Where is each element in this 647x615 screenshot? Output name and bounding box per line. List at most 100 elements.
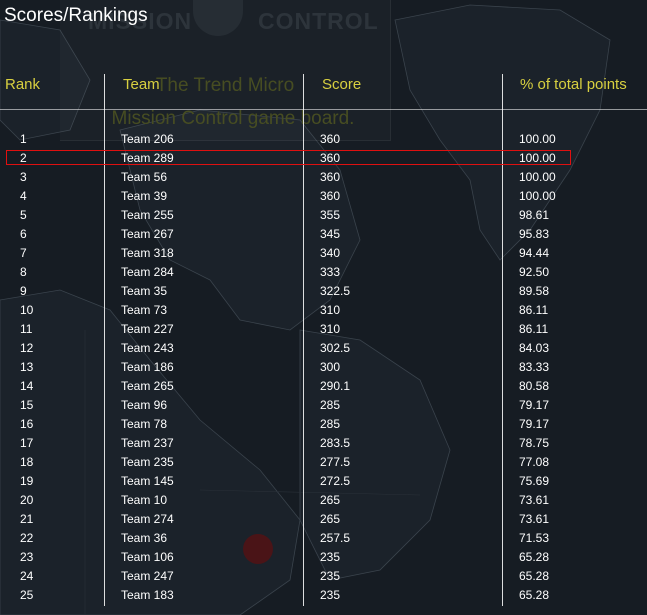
percent-cell: 94.44: [519, 246, 550, 260]
brand-tagline-1: The Trend Micro: [155, 75, 295, 96]
score-cell: 302.5: [320, 341, 351, 355]
score-cell: 285: [320, 417, 341, 431]
percent-cell: 100.00: [519, 189, 556, 203]
header-score: Score: [322, 76, 362, 93]
rank-cell: 11: [20, 322, 33, 336]
column-divider: [303, 74, 304, 606]
team-cell: Team 243: [121, 341, 174, 355]
table-row: 5 Team 255 355 98.61: [0, 206, 647, 225]
team-cell: Team 235: [121, 455, 174, 469]
brand-tagline-2: Mission Control game board.: [111, 108, 355, 129]
score-cell: 355: [320, 208, 341, 222]
table-row: 20 Team 10 265 73.61: [0, 491, 647, 510]
percent-cell: 65.28: [519, 550, 550, 564]
table-row: 9 Team 35 322.5 89.58: [0, 282, 647, 301]
rank-cell: 25: [20, 588, 34, 602]
team-cell: Team 237: [121, 436, 174, 450]
header-divider: [0, 109, 647, 110]
rank-cell: 21: [20, 512, 34, 526]
percent-cell: 86.11: [519, 322, 549, 336]
brand-logo-left: MISSION: [88, 8, 193, 34]
score-cell: 310: [320, 303, 341, 317]
table-row: 12 Team 243 302.5 84.03: [0, 339, 647, 358]
percent-cell: 83.33: [519, 360, 550, 374]
column-divider: [502, 74, 503, 606]
table-row: 15 Team 96 285 79.17: [0, 396, 647, 415]
rank-cell: 10: [20, 303, 34, 317]
page-title: Scores/Rankings: [4, 5, 148, 26]
team-cell: Team 73: [121, 303, 168, 317]
rank-cell: 20: [20, 493, 34, 507]
table-row: 18 Team 235 277.5 77.08: [0, 453, 647, 472]
rank-cell: 18: [20, 455, 34, 469]
percent-cell: 79.17: [519, 417, 550, 431]
highlighted-row-outline: [6, 150, 571, 165]
rank-cell: 6: [20, 227, 27, 241]
score-cell: 360: [320, 170, 341, 184]
score-cell: 340: [320, 246, 341, 260]
table-row: 6 Team 267 345 95.83: [0, 225, 647, 244]
team-cell: Team 183: [121, 588, 174, 602]
percent-cell: 95.83: [519, 227, 550, 241]
team-cell: Team 10: [121, 493, 168, 507]
percent-cell: 73.61: [519, 493, 550, 507]
table-row: 24 Team 247 235 65.28: [0, 567, 647, 586]
header-rank: Rank: [5, 76, 41, 93]
rank-cell: 12: [20, 341, 34, 355]
score-cell: 360: [320, 132, 341, 146]
header-percent: % of total points: [520, 76, 627, 93]
table-row: 22 Team 36 257.5 71.53: [0, 529, 647, 548]
team-cell: Team 35: [121, 284, 168, 298]
rank-cell: 9: [20, 284, 27, 298]
team-cell: Team 39: [121, 189, 168, 203]
score-cell: 300: [320, 360, 341, 374]
score-cell: 360: [320, 189, 341, 203]
column-divider: [104, 74, 105, 606]
rank-cell: 1: [20, 132, 27, 146]
percent-cell: 92.50: [519, 265, 550, 279]
rank-cell: 22: [20, 531, 34, 545]
team-cell: Team 289: [121, 151, 174, 165]
team-cell: Team 106: [121, 550, 174, 564]
rank-cell: 8: [20, 265, 27, 279]
score-cell: 285: [320, 398, 341, 412]
percent-cell: 86.11: [519, 303, 549, 317]
team-cell: Team 247: [121, 569, 174, 583]
score-cell: 345: [320, 227, 341, 241]
brand-logo-right: CONTROL: [258, 8, 379, 34]
team-cell: Team 265: [121, 379, 174, 393]
score-cell: 290.1: [320, 379, 351, 393]
map-marker-dot: [243, 534, 273, 564]
rank-cell: 17: [20, 436, 34, 450]
percent-cell: 73.61: [519, 512, 550, 526]
table-row: 1 Team 206 360 100.00: [0, 130, 647, 149]
team-cell: Team 206: [121, 132, 174, 146]
team-cell: Team 96: [121, 398, 168, 412]
team-cell: Team 227: [121, 322, 174, 336]
rank-cell: 15: [20, 398, 34, 412]
percent-cell: 80.58: [519, 379, 550, 393]
score-cell: 257.5: [320, 531, 351, 545]
header-team: Team: [123, 76, 160, 93]
rank-cell: 2: [20, 151, 27, 165]
team-cell: Team 145: [121, 474, 174, 488]
rank-cell: 3: [20, 170, 27, 184]
percent-cell: 84.03: [519, 341, 550, 355]
score-cell: 235: [320, 550, 341, 564]
team-cell: Team 36: [121, 531, 168, 545]
table-row: 16 Team 78 285 79.17: [0, 415, 647, 434]
team-cell: Team 255: [121, 208, 174, 222]
table-row: 2 Team 289 360 100.00: [0, 149, 647, 168]
score-cell: 310: [320, 322, 341, 336]
brand-panel: [60, 0, 391, 141]
table-row: 4 Team 39 360 100.00: [0, 187, 647, 206]
percent-cell: 77.08: [519, 455, 550, 469]
rank-cell: 5: [20, 208, 27, 222]
table-row: 10 Team 73 310 86.11: [0, 301, 647, 320]
score-cell: 360: [320, 151, 341, 165]
percent-cell: 79.17: [519, 398, 550, 412]
table-row: 7 Team 318 340 94.44: [0, 244, 647, 263]
team-cell: Team 274: [121, 512, 174, 526]
table-body: 1 Team 206 360 100.00 2 Team 289 360 100.00 3 Tea…: [0, 130, 647, 605]
